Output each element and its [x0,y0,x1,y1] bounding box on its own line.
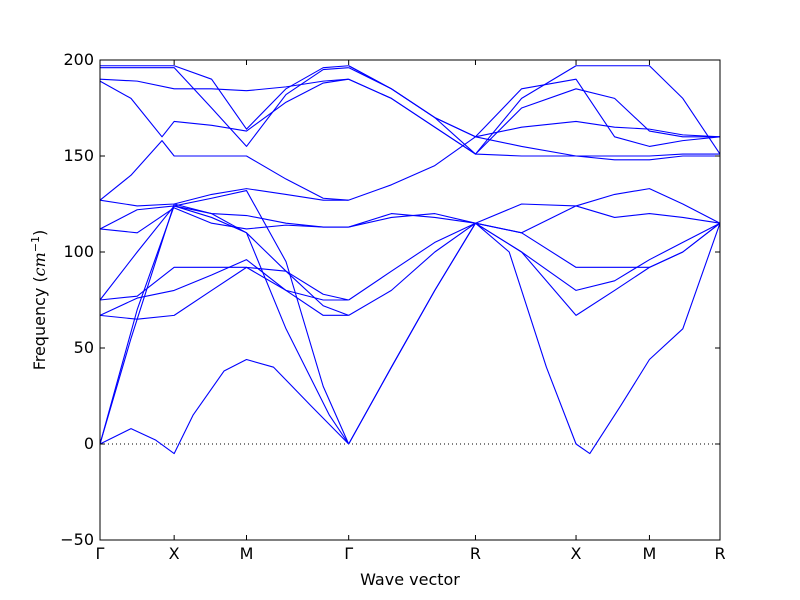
phonon-band-22 [348,136,720,201]
x-tick-label: X [571,544,582,563]
phonon-band-3 [99,190,350,445]
phonon-band-16 [348,222,721,455]
axes: −50 0 50 100 150 200 Γ X M Γ R X M R [60,50,725,563]
y-axis-title-prefix: Frequency ( [30,276,49,370]
y-axis-title-unit: cm [30,252,49,276]
phonon-band-6 [99,266,349,301]
x-axis-title: Wave vector [360,570,460,589]
plot-frame [99,59,721,541]
phonon-band-2 [99,203,350,445]
phonon-band-26 [348,65,721,138]
plot-area [99,65,721,455]
y-tick-label: 0 [84,434,94,453]
x-tick-label: X [169,544,180,563]
phonon-band-12 [99,78,349,138]
phonon-band-9 [99,205,349,230]
phonon-band-19 [348,222,721,301]
phonon-band-4 [99,266,349,320]
phonon-band-27 [348,65,721,155]
x-tick-label: M [240,544,254,563]
y-tick-label: 200 [63,50,94,69]
phonon-band-1 [99,358,350,455]
phonon-band-21 [348,188,721,234]
y-tick-label: 50 [74,338,94,357]
phonon-band-11 [99,140,349,201]
x-tick-label: M [643,544,657,563]
phonon-band-15 [100,65,349,130]
x-tick-label: Γ [96,544,105,563]
x-tick-label: R [714,544,725,563]
y-tick-label: −50 [60,530,94,549]
y-axis-title-suffix: ) [30,230,49,236]
phonon-band-24 [348,78,720,155]
y-axis-title-exponent: −1 [29,236,42,252]
phonon-band-20 [348,203,721,228]
phonon-band-13 [99,78,349,92]
phonon-band-14 [100,67,349,147]
phonon-band-17 [348,222,721,445]
phonon-band-7 [99,205,349,301]
phonon-band-18 [348,222,721,316]
x-tick-label: R [470,544,481,563]
y-axis-title: Frequency (cm−1) [29,230,49,371]
y-tick-label: 150 [63,146,94,165]
x-tick-label: Γ [344,544,353,563]
phonon-band-10 [99,188,349,207]
y-tick-label: 100 [63,242,94,261]
